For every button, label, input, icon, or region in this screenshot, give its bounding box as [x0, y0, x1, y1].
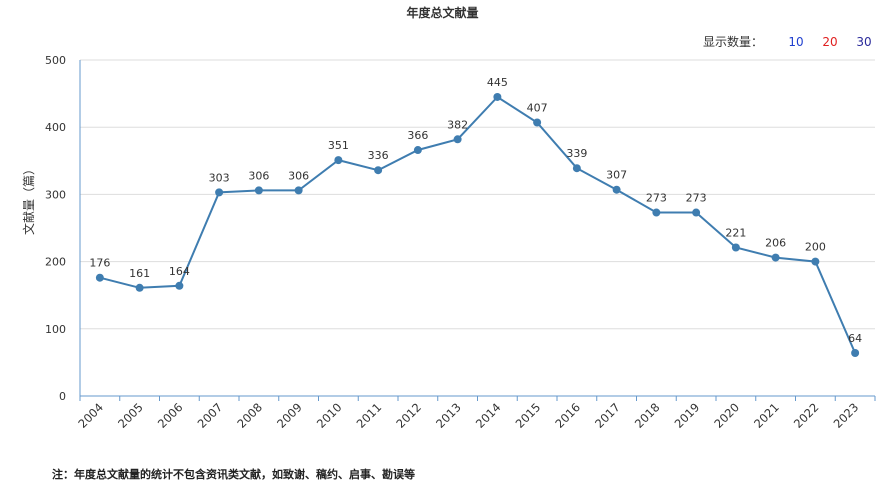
display-count-option-30[interactable]: 30	[856, 34, 872, 49]
data-point	[612, 185, 621, 194]
data-point	[294, 186, 303, 195]
x-tick-label: 2011	[354, 400, 385, 431]
data-point	[254, 186, 263, 195]
data-point	[215, 188, 224, 197]
data-point	[95, 273, 104, 282]
x-tick-label: 2019	[672, 400, 703, 431]
display-count-option-20[interactable]: 20	[822, 34, 838, 49]
data-label: 336	[368, 149, 389, 162]
data-label: 306	[248, 169, 269, 182]
data-point	[731, 243, 740, 252]
x-tick-label: 2008	[234, 400, 265, 431]
data-label: 351	[328, 139, 349, 152]
y-tick-label: 500	[45, 54, 66, 67]
data-label: 164	[169, 265, 190, 278]
data-label: 306	[288, 169, 309, 182]
data-point	[811, 257, 820, 266]
x-tick-label: 2004	[75, 400, 106, 431]
display-count-label: 显示数量：	[702, 35, 763, 49]
chart-title: 年度总文献量	[406, 6, 479, 20]
x-tick-label: 2017	[592, 400, 623, 431]
x-tick-label: 2010	[314, 400, 345, 431]
data-label: 273	[686, 192, 707, 205]
display-count-option-10[interactable]: 10	[788, 34, 804, 49]
data-label: 339	[566, 147, 587, 160]
data-point	[374, 166, 383, 175]
data-label: 307	[606, 169, 627, 182]
y-tick-label: 0	[59, 390, 66, 403]
x-tick-label: 2015	[513, 400, 544, 431]
footnote: 注：年度总文献量的统计不包含资讯类文献，如致谢、稿约、启事、勘误等	[52, 468, 415, 481]
data-label: 221	[725, 226, 746, 239]
data-point	[135, 283, 144, 292]
x-tick-label: 2012	[393, 400, 424, 431]
data-label: 64	[848, 332, 862, 345]
data-point	[334, 156, 343, 165]
x-tick-label: 2020	[711, 400, 742, 431]
data-point	[771, 253, 780, 262]
data-label: 407	[527, 101, 548, 114]
x-tick-label: 2013	[433, 400, 464, 431]
data-label: 206	[765, 237, 786, 250]
x-tick-label: 2023	[831, 400, 862, 431]
data-point	[533, 118, 542, 127]
display-count-selector: 显示数量： 10 20 30	[703, 33, 875, 50]
x-tick-label: 2021	[751, 400, 782, 431]
y-tick-label: 300	[45, 188, 66, 201]
y-tick-label: 200	[45, 256, 66, 269]
data-label: 445	[487, 76, 508, 89]
data-point	[493, 92, 502, 101]
x-tick-label: 2022	[791, 400, 822, 431]
data-point	[453, 135, 462, 144]
y-tick-label: 100	[45, 323, 66, 336]
x-tick-label: 2016	[552, 400, 583, 431]
data-label: 366	[407, 129, 428, 142]
data-label: 200	[805, 241, 826, 254]
y-tick-label: 400	[45, 121, 66, 134]
data-label: 273	[646, 192, 667, 205]
x-tick-label: 2007	[195, 400, 226, 431]
data-point	[572, 164, 581, 173]
data-point	[851, 348, 860, 357]
data-point	[413, 146, 422, 155]
x-tick-label: 2018	[632, 400, 663, 431]
data-label: 176	[89, 257, 110, 270]
data-point	[692, 208, 701, 217]
data-point	[652, 208, 661, 217]
x-tick-label: 2006	[155, 400, 186, 431]
series-line	[99, 95, 857, 354]
data-label: 161	[129, 267, 150, 280]
data-label: 303	[209, 171, 230, 184]
data-point	[175, 281, 184, 290]
x-tick-label: 2014	[473, 400, 504, 431]
x-tick-label: 2005	[115, 400, 146, 431]
data-label: 382	[447, 118, 468, 131]
line-chart: 0 100 200 300 400 500 2004 2005 2006 2007 2008 2009…	[45, 54, 876, 431]
x-tick-label: 2009	[274, 400, 305, 431]
